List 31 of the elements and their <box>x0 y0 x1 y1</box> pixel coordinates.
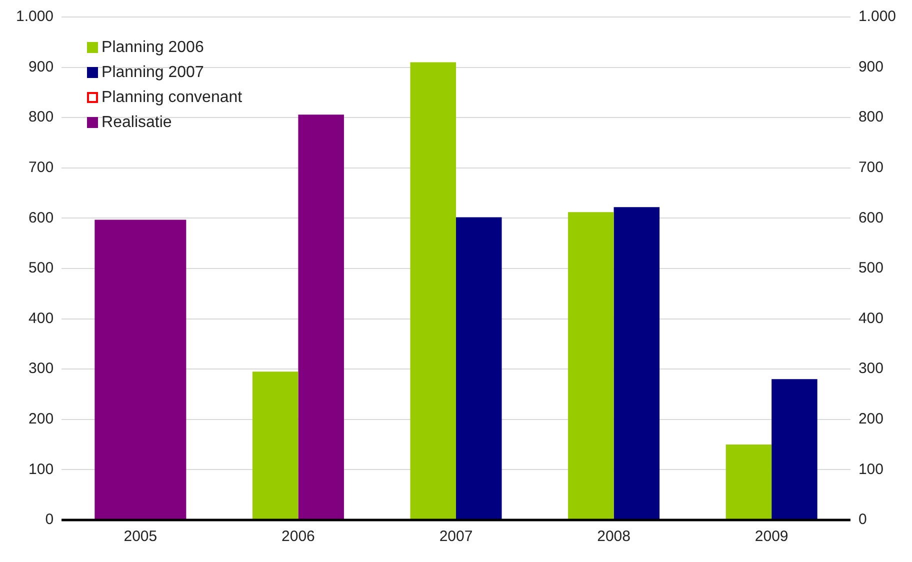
y2-tick-label: 400 <box>858 310 884 327</box>
y-tick-label: 200 <box>28 410 54 428</box>
y-tick-label: 700 <box>28 159 54 176</box>
y-tick-label: 900 <box>28 58 54 76</box>
y-tick-label: 400 <box>28 310 54 327</box>
y-tick-label: 1.000 <box>16 8 54 26</box>
y-tick-label: 500 <box>28 260 54 277</box>
x-tick-label: 2009 <box>754 528 788 546</box>
y-tick-label: 100 <box>28 460 54 478</box>
y-tick-label: 600 <box>28 209 54 226</box>
y2-tick-label: 1.000 <box>858 8 896 26</box>
y2-tick-label: 200 <box>858 410 884 428</box>
y2-tick-label: 100 <box>858 460 884 478</box>
y2-tick-label: 500 <box>858 260 884 277</box>
x-tick-label: 2007 <box>439 528 473 546</box>
legend-label: Realisatie <box>102 113 172 133</box>
legend-label: Planning 2006 <box>102 38 204 58</box>
legend-label: Planning convenant <box>102 88 242 108</box>
y2-tick-label: 800 <box>858 108 884 126</box>
x-tick-label: 2005 <box>124 528 158 546</box>
y2-tick-label: 600 <box>858 209 884 226</box>
legend-label: Planning 2007 <box>102 63 204 83</box>
y2-tick-label: 0 <box>858 511 867 528</box>
x-tick-label: 2006 <box>282 528 315 546</box>
y2-tick-label: 700 <box>858 159 884 176</box>
y-tick-label: 300 <box>28 360 54 378</box>
y2-tick-label: 300 <box>858 360 884 378</box>
x-tick-label: 2008 <box>597 528 630 546</box>
y-tick-label: 0 <box>45 511 54 528</box>
y2-tick-label: 900 <box>858 58 884 76</box>
y-tick-label: 800 <box>28 108 54 126</box>
